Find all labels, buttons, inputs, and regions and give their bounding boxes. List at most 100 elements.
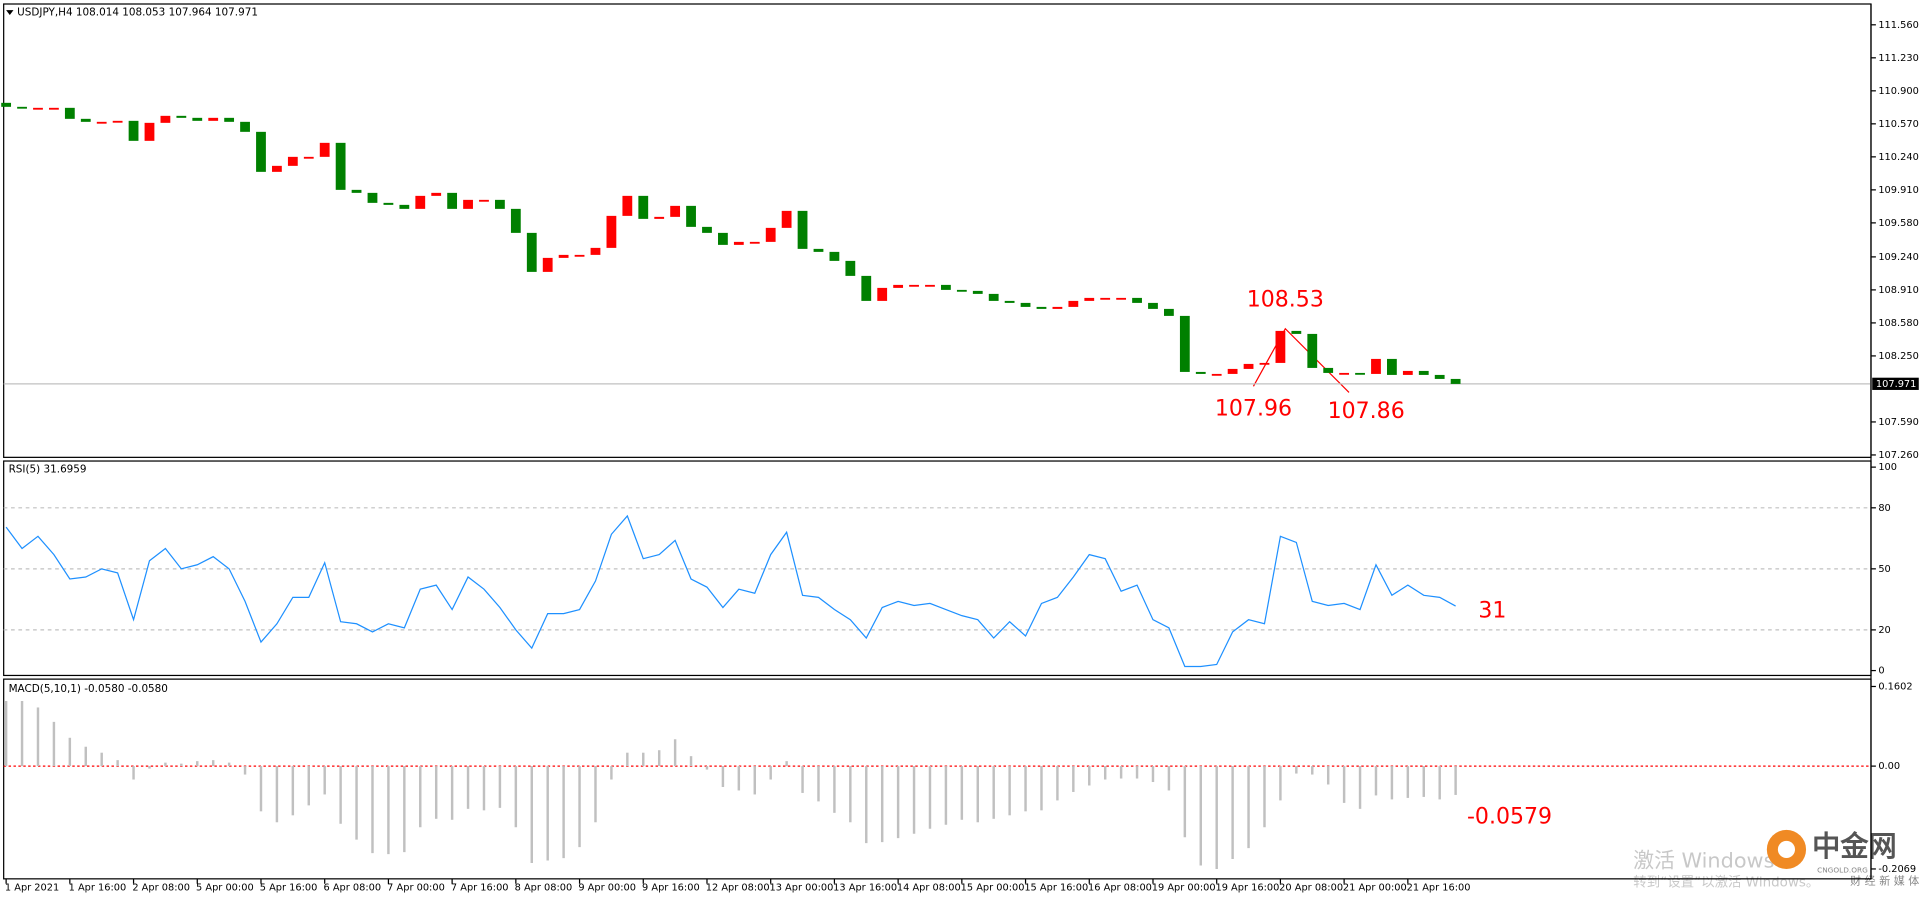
candle	[1020, 302, 1031, 307]
candle	[383, 202, 394, 205]
candle	[558, 254, 569, 258]
y-tick-label: 109.240	[1878, 252, 1919, 263]
y-tick-label: 110.570	[1878, 119, 1919, 130]
annotation: 107.96	[1215, 397, 1292, 422]
y-tick-label: 108.580	[1878, 318, 1919, 329]
y-tick-label: 110.240	[1878, 152, 1919, 163]
candle	[463, 199, 473, 209]
candle	[1339, 372, 1350, 375]
candle	[718, 232, 728, 245]
x-tick-label: 5 Apr 16:00	[260, 882, 318, 893]
candle	[447, 192, 458, 209]
candle	[1, 102, 12, 107]
logo-name: 中金网	[1812, 830, 1897, 863]
x-tick-label: 15 Apr 00:00	[961, 882, 1025, 893]
candle	[287, 156, 298, 166]
watermark-line2: 转到“设置”以激活 Windows。	[1633, 875, 1819, 891]
y-tick-label: 0.00	[1878, 761, 1900, 772]
candle	[1307, 333, 1318, 368]
candle	[606, 215, 617, 248]
candle	[1418, 370, 1429, 375]
candle	[479, 199, 489, 202]
candle	[1052, 306, 1063, 309]
candle	[1179, 315, 1190, 372]
candle	[1211, 373, 1222, 376]
candle	[1004, 300, 1015, 303]
logo-icon-inner	[1777, 840, 1796, 859]
annotation: -0.0579	[1467, 805, 1552, 830]
x-tick-label: 12 Apr 08:00	[706, 882, 770, 893]
x-tick-label: 9 Apr 00:00	[578, 882, 636, 893]
x-tick-label: 9 Apr 16:00	[642, 882, 700, 893]
x-tick-label: 20 Apr 08:00	[1279, 882, 1343, 893]
candle	[1132, 297, 1142, 303]
watermark-line1: 激活 Windows	[1633, 849, 1774, 873]
y-tick-label: 50	[1878, 564, 1890, 575]
candle	[941, 284, 951, 290]
candle	[861, 275, 872, 301]
x-tick-label: 1 Apr 16:00	[69, 882, 127, 893]
candle	[144, 122, 155, 141]
current-price-box	[1872, 377, 1919, 390]
candle	[797, 210, 808, 249]
candle	[256, 131, 266, 172]
y-tick-label: 107.590	[1878, 417, 1919, 428]
candle	[367, 192, 378, 203]
candle	[893, 284, 904, 288]
logo-domain: CNGOLD.ORG	[1817, 865, 1868, 874]
candle	[1100, 297, 1111, 300]
candle	[1116, 297, 1127, 300]
current-price-label: 107.971	[1876, 379, 1917, 390]
candle	[574, 254, 585, 257]
candle	[96, 121, 107, 124]
annotation: 31	[1478, 599, 1506, 624]
candle	[224, 117, 235, 122]
candle	[335, 142, 346, 190]
candle	[1243, 363, 1254, 369]
candle	[399, 204, 410, 209]
candle	[829, 251, 840, 261]
candle	[1068, 300, 1079, 307]
annotation: 108.53	[1247, 288, 1324, 313]
candle	[303, 156, 314, 159]
candle	[654, 216, 665, 219]
panel-title: MACD(5,10,1) -0.0580 -0.0580	[9, 683, 168, 695]
panel-title: RSI(5) 31.6959	[9, 464, 87, 476]
candle	[1355, 372, 1365, 375]
candle	[925, 284, 935, 287]
candle	[1371, 358, 1381, 374]
candle	[749, 241, 760, 244]
y-tick-label: 80	[1878, 503, 1890, 514]
candle	[638, 195, 649, 219]
candle	[49, 107, 59, 110]
y-tick-label: 100	[1878, 462, 1897, 473]
candle	[431, 192, 442, 196]
candle	[845, 260, 856, 276]
candle	[988, 293, 999, 301]
candle	[1275, 330, 1286, 363]
candle	[590, 247, 601, 255]
candle	[526, 232, 537, 272]
candle	[1084, 297, 1095, 301]
candle	[351, 189, 362, 193]
rsi-line	[5, 514, 1456, 668]
candle	[319, 142, 330, 157]
candle	[1291, 330, 1302, 334]
candle	[208, 117, 219, 121]
logo-tagline: 财 经 新 媒 体	[1850, 873, 1919, 887]
x-tick-label: 6 Apr 08:00	[323, 882, 381, 893]
candle	[813, 248, 824, 252]
candle	[1195, 371, 1206, 374]
annotation: 107.86	[1328, 399, 1405, 424]
x-tick-label: 8 Apr 08:00	[515, 882, 573, 893]
y-tick-label: 0	[1878, 666, 1884, 677]
candle	[956, 289, 967, 292]
y-tick-label: 108.910	[1878, 285, 1919, 296]
candle	[1148, 302, 1158, 309]
x-tick-label: 15 Apr 16:00	[1024, 882, 1088, 893]
candle	[272, 165, 282, 172]
candle	[1259, 362, 1270, 365]
candle	[64, 107, 75, 119]
y-tick-label: 108.250	[1878, 351, 1919, 362]
